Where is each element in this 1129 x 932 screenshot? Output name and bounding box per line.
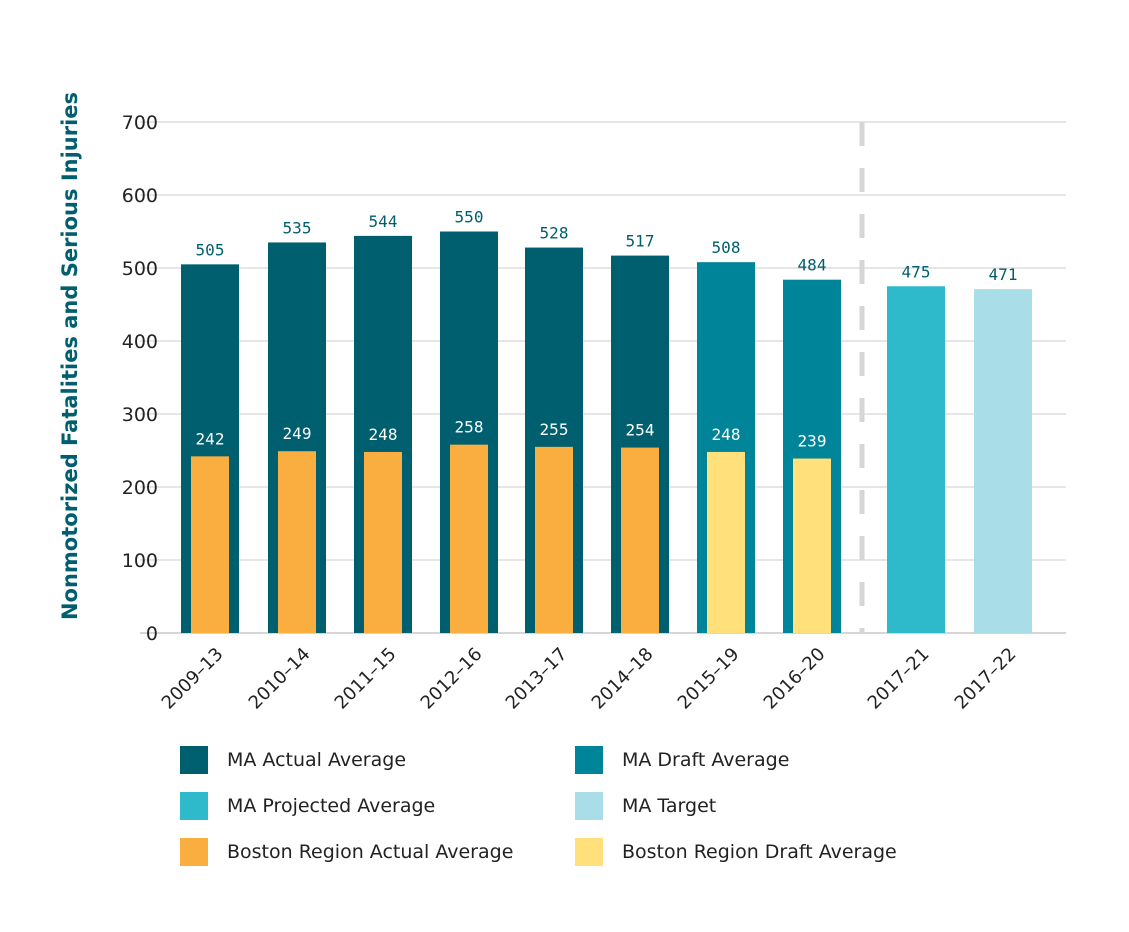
x-tick-label: 2016–20 xyxy=(760,644,830,714)
x-tick-label: 2014–18 xyxy=(588,644,658,714)
x-tick-label: 2013–17 xyxy=(502,644,572,714)
boston-bar xyxy=(191,456,229,633)
legend-swatch xyxy=(575,792,603,820)
legend-item: MA Draft Average xyxy=(575,746,940,774)
ma-bar xyxy=(974,289,1032,633)
boston-bar xyxy=(364,451,402,633)
legend-swatch xyxy=(180,792,208,820)
boston-bar xyxy=(535,446,573,633)
legend-item: MA Projected Average xyxy=(180,792,575,820)
legend-swatch xyxy=(180,838,208,866)
boston-value-label: 248 xyxy=(712,425,741,444)
x-tick-label: 2017–21 xyxy=(864,644,934,714)
x-tick-label: 2011–15 xyxy=(331,644,401,714)
boston-value-label: 242 xyxy=(196,429,225,448)
x-tick-label: 2017–22 xyxy=(951,644,1021,714)
legend-label: Boston Region Draft Average xyxy=(622,841,897,863)
boston-bar xyxy=(793,458,831,633)
ma-value-label: 535 xyxy=(283,218,312,237)
ma-value-label: 475 xyxy=(902,262,931,281)
ma-value-label: 505 xyxy=(196,240,225,259)
x-tick-label: 2015–19 xyxy=(674,644,744,714)
ma-bar xyxy=(887,286,945,633)
legend-item: Boston Region Actual Average xyxy=(180,838,575,866)
y-tick-label: 500 xyxy=(122,258,158,280)
legend-item: MA Target xyxy=(575,792,940,820)
ma-value-label: 484 xyxy=(798,256,827,275)
legend-label: MA Target xyxy=(622,795,717,817)
legend-label: MA Projected Average xyxy=(227,795,436,817)
boston-bar xyxy=(621,447,659,633)
x-tick-label: 2012–16 xyxy=(417,644,487,714)
legend-item: MA Actual Average xyxy=(180,746,575,774)
legend: MA Actual Average MA Draft Average MA Proj… xyxy=(180,746,940,866)
ma-value-label: 471 xyxy=(989,265,1018,284)
ma-value-label: 508 xyxy=(712,238,741,257)
x-tick-label: 2009–13 xyxy=(158,644,228,714)
x-tick-label: 2010–14 xyxy=(245,644,315,714)
y-tick-label: 400 xyxy=(122,331,158,353)
ma-value-label: 528 xyxy=(540,224,569,243)
y-tick-label: 600 xyxy=(122,185,158,207)
boston-bar xyxy=(707,451,745,633)
boston-value-label: 258 xyxy=(455,418,484,437)
ma-value-label: 544 xyxy=(369,212,398,231)
boston-value-label: 248 xyxy=(369,425,398,444)
legend-item: Boston Region Draft Average xyxy=(575,838,940,866)
y-tick-label: 100 xyxy=(122,550,158,572)
ma-value-label: 517 xyxy=(626,232,655,251)
boston-value-label: 254 xyxy=(626,421,655,440)
boston-value-label: 249 xyxy=(283,424,312,443)
legend-label: MA Draft Average xyxy=(622,749,790,771)
y-tick-label: 0 xyxy=(146,623,158,645)
y-tick-label: 700 xyxy=(122,112,158,134)
y-axis-title: Nonmotorized Fatalities and Serious Inju… xyxy=(58,92,82,620)
ma-value-label: 550 xyxy=(455,208,484,227)
y-tick-label: 300 xyxy=(122,404,158,426)
legend-swatch xyxy=(575,838,603,866)
legend-swatch xyxy=(180,746,208,774)
y-tick-label: 200 xyxy=(122,477,158,499)
boston-bar xyxy=(278,451,316,633)
legend-swatch xyxy=(575,746,603,774)
boston-value-label: 255 xyxy=(540,420,569,439)
boston-bar xyxy=(450,444,488,633)
boston-value-label: 239 xyxy=(798,432,827,451)
legend-label: Boston Region Actual Average xyxy=(227,841,514,863)
legend-label: MA Actual Average xyxy=(227,749,407,771)
